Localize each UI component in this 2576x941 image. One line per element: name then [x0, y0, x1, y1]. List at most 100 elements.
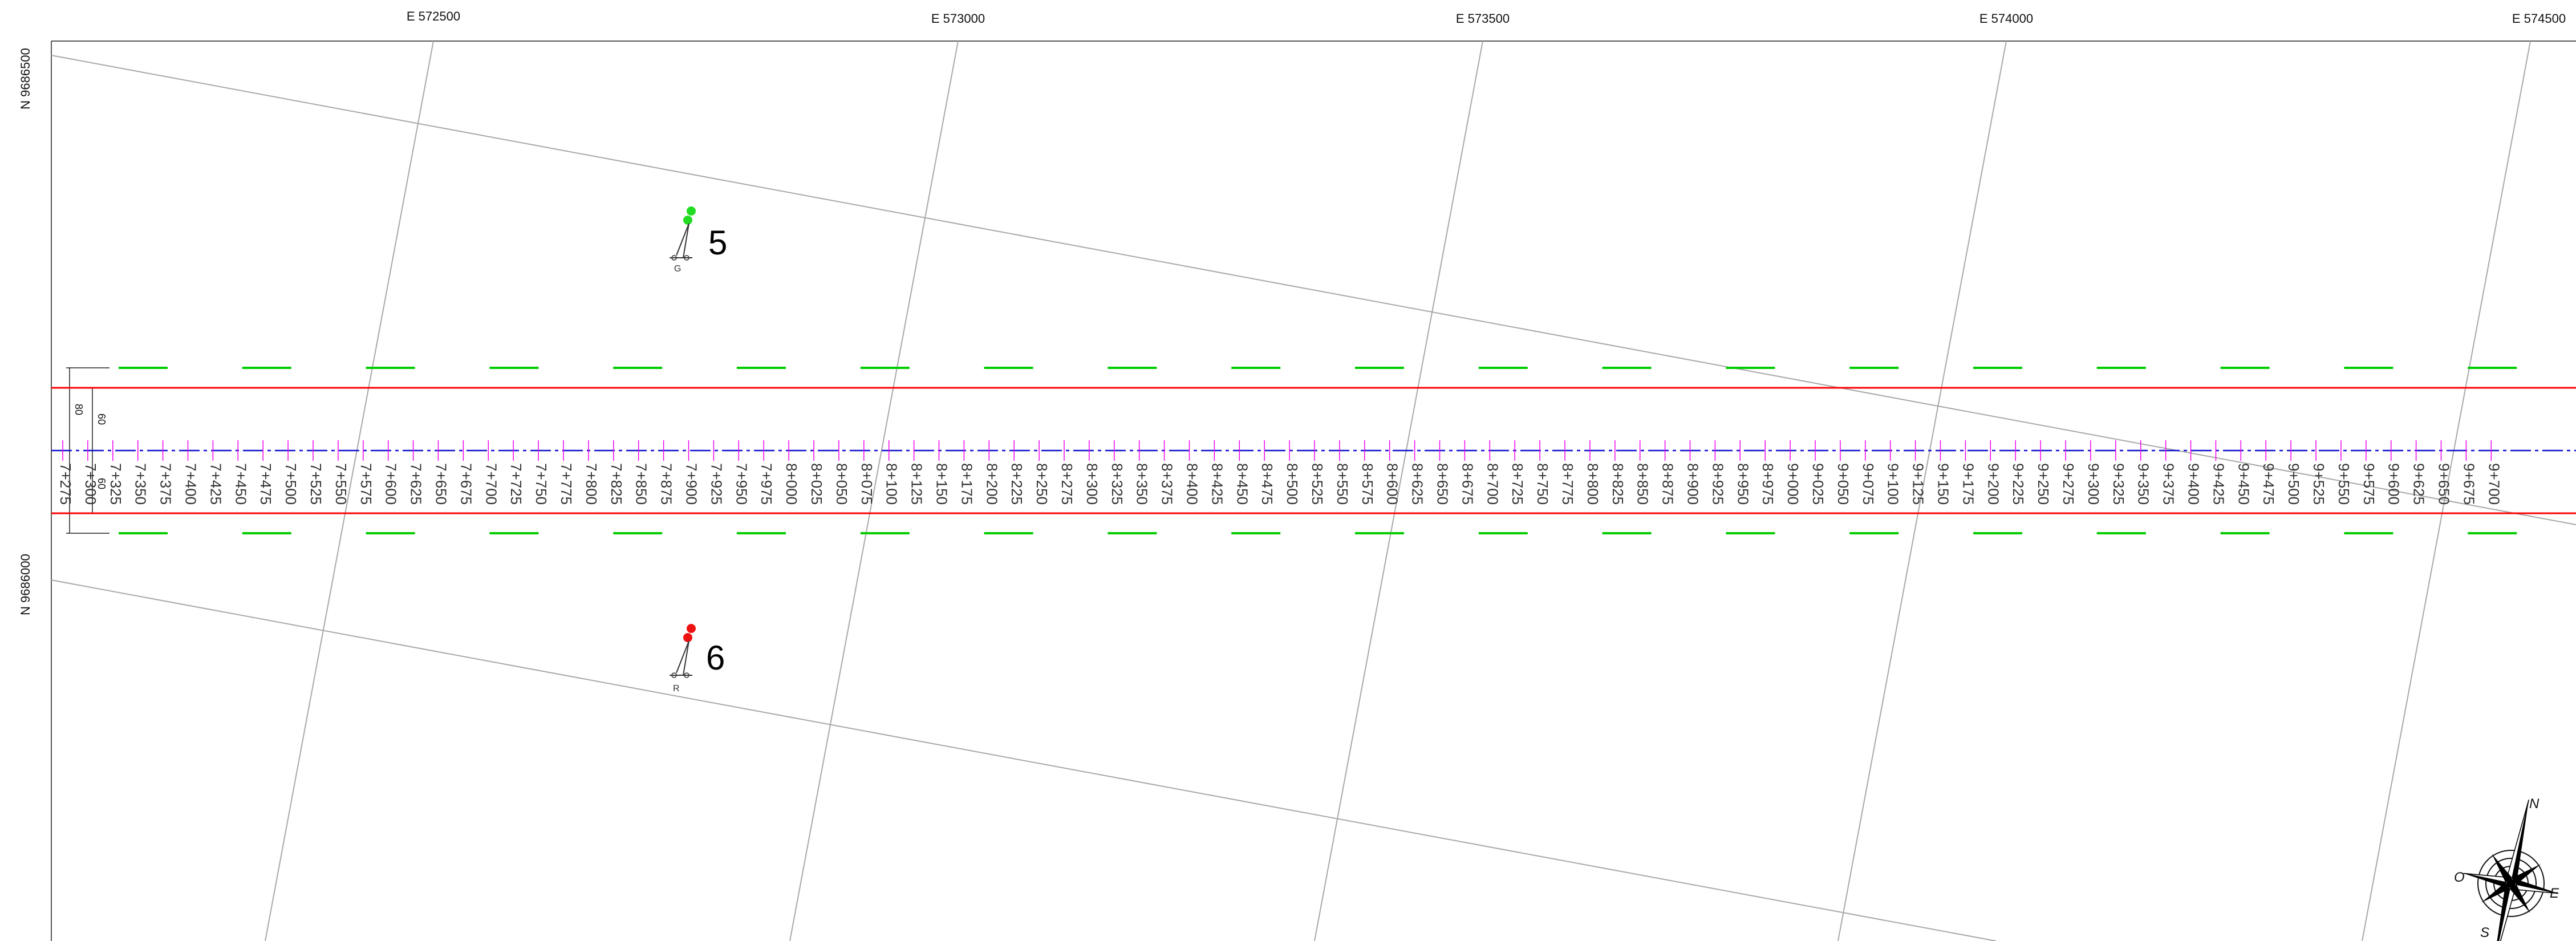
- grid-line-n9686500: [51, 55, 2576, 525]
- grid-line-n9686000: [51, 579, 1997, 941]
- chainage-label: 9+100: [1885, 463, 1902, 505]
- northing-label: N 9686500: [18, 48, 33, 109]
- chainage-label: 9+325: [2110, 463, 2127, 505]
- signal-lamp: [687, 206, 696, 216]
- grid-line-e573500: [1314, 40, 1483, 941]
- chainage-label: 7+800: [583, 463, 600, 505]
- chainage-label: 8+375: [1159, 463, 1176, 505]
- chainage-label: 8+400: [1184, 463, 1201, 505]
- chainage-label: 9+175: [1960, 463, 1977, 505]
- chainage-label: 9+375: [2160, 463, 2177, 505]
- chainage-label: 7+575: [358, 463, 375, 505]
- easting-label: E 574500: [2512, 11, 2566, 26]
- chainage-label: 8+700: [1484, 463, 1501, 505]
- chainage-label: 7+825: [608, 463, 625, 505]
- easting-label: E 573500: [1456, 11, 1510, 26]
- signal-letter: G: [674, 264, 681, 274]
- chainage-label: 8+000: [783, 463, 800, 505]
- chainage-label: 8+625: [1409, 463, 1426, 505]
- chainage-label: 8+550: [1334, 463, 1351, 505]
- signal-5[interactable]: G 5: [670, 206, 727, 274]
- chainage-label: 7+500: [282, 463, 299, 505]
- chainage-label: 8+325: [1109, 463, 1126, 505]
- grid-line-e574000: [1837, 40, 2007, 941]
- chainage-label: 7+975: [758, 463, 775, 505]
- chainage-label: 8+025: [808, 463, 825, 505]
- chainage-label: 8+275: [1058, 463, 1076, 505]
- chainage-label: 8+500: [1284, 463, 1301, 505]
- chainage-label: 8+075: [858, 463, 875, 505]
- dimension-inner-label: 60: [96, 413, 107, 425]
- chainage-label: 8+900: [1685, 463, 1702, 505]
- chainage-label: 7+425: [207, 463, 224, 505]
- signal-foot: [684, 255, 689, 261]
- signal-mast: [683, 223, 689, 258]
- signal-number: 6: [706, 639, 725, 677]
- chainage-label: 7+950: [733, 463, 750, 505]
- signal-lamp: [683, 216, 692, 225]
- chainage-label: 9+550: [2335, 463, 2352, 505]
- chainage-label: 8+600: [1384, 463, 1401, 505]
- chainage-label: 7+750: [533, 463, 550, 505]
- chainage-label: 9+250: [2035, 463, 2052, 505]
- chainage-label: 7+900: [683, 463, 700, 505]
- chainage-label: 8+200: [983, 463, 1000, 505]
- chainage-label: 8+575: [1359, 463, 1376, 505]
- chainage-label: 9+475: [2260, 463, 2277, 505]
- easting-label: E 574000: [1979, 11, 2033, 26]
- chainage-label: 8+225: [1008, 463, 1025, 505]
- grid-line-e574500: [2362, 40, 2531, 941]
- chainage-label: 9+300: [2085, 463, 2102, 505]
- chainage-label: 8+775: [1559, 463, 1576, 505]
- chainage-label: 9+650: [2436, 463, 2453, 505]
- chainage-label: 7+550: [332, 463, 350, 505]
- chainage-label: 9+125: [1910, 463, 1927, 505]
- chainage-label: 8+925: [1709, 463, 1726, 505]
- signal-lamp: [683, 633, 692, 642]
- chainage-label: 7+925: [708, 463, 725, 505]
- signal-foot: [671, 672, 677, 678]
- chainage-label: 7+700: [482, 463, 500, 505]
- chainage-label: 9+025: [1810, 463, 1827, 505]
- signal-foot: [684, 672, 689, 678]
- chainage-label: 8+475: [1259, 463, 1276, 505]
- chainage-label: 7+675: [457, 463, 474, 505]
- chainage-label: 9+400: [2185, 463, 2202, 505]
- signal-letter: R: [673, 684, 680, 693]
- easting-label: E 572500: [407, 9, 460, 23]
- chainage-label: 7+875: [658, 463, 675, 505]
- coordinate-grid: [51, 40, 2576, 941]
- chainage-label: 8+350: [1134, 463, 1151, 505]
- chainage-label: 7+525: [307, 463, 324, 505]
- chainage-label: 7+775: [558, 463, 575, 505]
- chainage-label: 8+100: [883, 463, 900, 505]
- compass-east-label: E: [2550, 886, 2559, 901]
- chainage-label: 9+000: [1784, 463, 1802, 505]
- chainage-label: 8+650: [1434, 463, 1451, 505]
- compass-north-label: N: [2529, 796, 2540, 812]
- dimension-outer-label: 80: [73, 404, 84, 415]
- signal-lamp: [687, 624, 696, 633]
- chainage-label: 9+050: [1835, 463, 1852, 505]
- chainage-label: 7+400: [182, 463, 200, 505]
- easting-labels: E 572500 E 573000 E 573500 E 574000 E 57…: [407, 9, 2566, 26]
- chainage-label: 7+275: [57, 463, 74, 505]
- chainage-label: 9+350: [2135, 463, 2152, 505]
- chainage-label: 8+300: [1084, 463, 1101, 505]
- chainage-label: 7+375: [157, 463, 175, 505]
- chainage-label: 8+975: [1759, 463, 1776, 505]
- compass-star: [2463, 800, 2559, 941]
- chainage-label: 8+850: [1634, 463, 1652, 505]
- chainage-label: 9+675: [2460, 463, 2477, 505]
- signal-6[interactable]: R 6: [670, 624, 725, 693]
- signal-mast: [676, 223, 689, 256]
- chainage-label: 8+425: [1208, 463, 1226, 505]
- chainage-label: 9+225: [2010, 463, 2027, 505]
- chainage-label: 9+425: [2210, 463, 2227, 505]
- chainage-label: 7+625: [408, 463, 425, 505]
- compass-west-label: O: [2454, 870, 2465, 885]
- chainage-label: 9+600: [2386, 463, 2403, 505]
- chainage-label: 8+525: [1309, 463, 1326, 505]
- chainage-label: 9+275: [2060, 463, 2077, 505]
